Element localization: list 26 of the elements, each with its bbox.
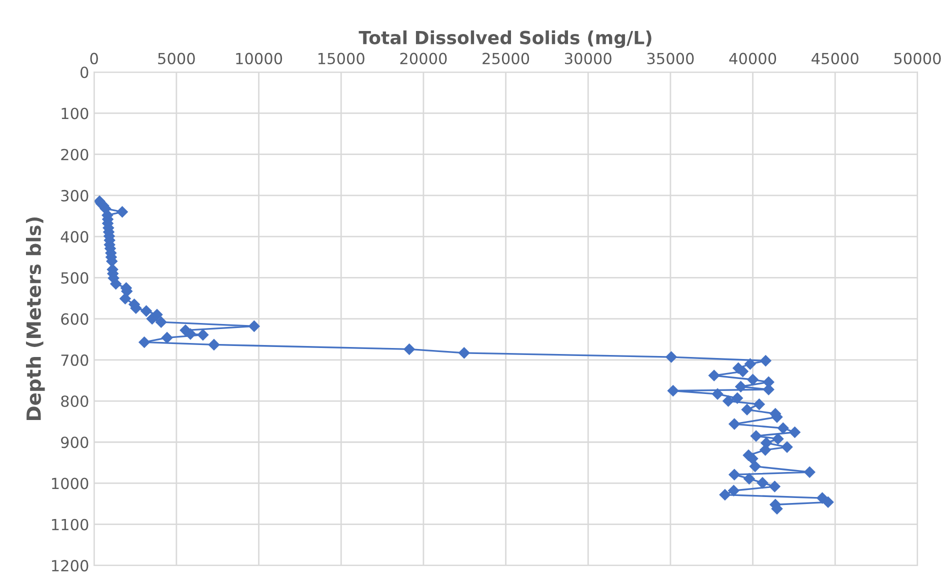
- x-tick-label: 45000: [812, 52, 858, 64]
- y-tick-label: 1200: [52, 560, 88, 572]
- y-tick-label: 800: [61, 395, 88, 408]
- x-tick-label: 15000: [318, 52, 364, 64]
- x-axis-title: Total Dissolved Solids (mg/L): [358, 30, 652, 48]
- y-tick-label: 900: [61, 436, 88, 448]
- x-tick-label: 40000: [729, 52, 776, 64]
- x-tick-label: 20000: [400, 52, 447, 64]
- y-tick-label: 1000: [52, 478, 88, 490]
- y-axis-title: Depth (Meters bls): [26, 217, 45, 420]
- y-tick-label: 200: [61, 148, 88, 160]
- y-tick-label: 600: [61, 313, 88, 325]
- x-tick-label: 10000: [236, 52, 282, 64]
- x-tick-label: 30000: [564, 52, 612, 64]
- y-tick-label: 700: [61, 354, 88, 366]
- x-tick-label: 0: [90, 52, 98, 64]
- y-tick-label: 500: [61, 272, 88, 284]
- x-tick-label: 25000: [482, 52, 530, 64]
- y-tick-label: 300: [61, 190, 88, 202]
- y-tick-label: 400: [60, 231, 88, 243]
- y-tick-label: 1100: [52, 518, 88, 530]
- y-tick-label: 100: [62, 108, 88, 120]
- x-tick-label: 35000: [647, 52, 694, 64]
- y-tick-label: 0: [80, 66, 88, 78]
- x-tick-label: 5000: [158, 52, 195, 64]
- x-tick-label: 50000: [894, 52, 941, 64]
